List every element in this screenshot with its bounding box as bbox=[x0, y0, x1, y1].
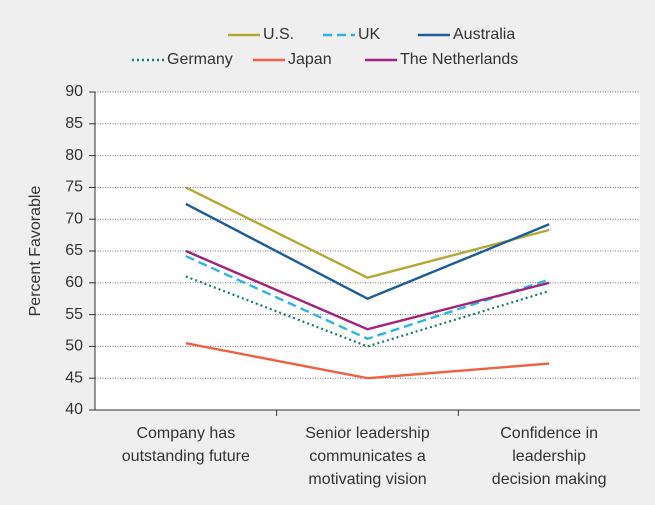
legend-label: The Netherlands bbox=[400, 51, 518, 68]
legend-label: Japan bbox=[288, 51, 332, 68]
series-line bbox=[185, 342, 550, 380]
x-tick-label: communicates a bbox=[309, 448, 426, 465]
y-tick-label: 65 bbox=[65, 242, 83, 259]
x-tick-label: leadership bbox=[512, 448, 586, 465]
legend-label: Australia bbox=[453, 26, 515, 43]
legend-label: Germany bbox=[167, 51, 233, 68]
y-tick-label: 75 bbox=[65, 179, 83, 196]
series-line bbox=[185, 202, 550, 301]
x-tick-label: outstanding future bbox=[122, 448, 250, 465]
x-tick-label: Confidence in bbox=[500, 425, 598, 442]
series-line bbox=[185, 275, 550, 348]
legend-label: UK bbox=[358, 26, 381, 43]
x-tick-label: decision making bbox=[492, 471, 607, 488]
series-line bbox=[185, 186, 550, 279]
y-tick-label: 50 bbox=[65, 338, 83, 355]
x-tick-label: motivating vision bbox=[308, 471, 426, 488]
x-tick-label: Senior leadership bbox=[305, 425, 430, 442]
y-tick-label: 55 bbox=[65, 306, 83, 323]
legend-label: U.S. bbox=[263, 26, 294, 43]
y-tick-label: 60 bbox=[65, 274, 83, 291]
y-tick-label: 40 bbox=[65, 401, 83, 418]
y-tick-label: 85 bbox=[65, 115, 83, 132]
series-line bbox=[185, 249, 550, 331]
y-axis-label: Percent Favorable bbox=[27, 186, 44, 317]
y-tick-label: 45 bbox=[65, 369, 83, 386]
y-tick-label: 90 bbox=[65, 83, 83, 100]
y-tick-label: 70 bbox=[65, 210, 83, 227]
y-tick-label: 80 bbox=[65, 147, 83, 164]
x-tick-label: Company has bbox=[136, 425, 235, 442]
